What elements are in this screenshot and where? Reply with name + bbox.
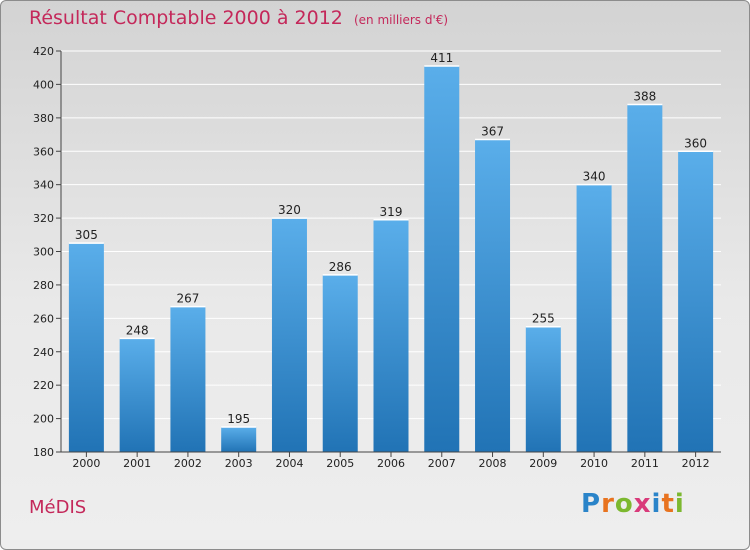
y-tick-label: 300 — [33, 246, 54, 259]
y-tick-label: 400 — [33, 78, 54, 91]
chart-title: Résultat Comptable 2000 à 2012 (en milli… — [29, 7, 448, 29]
x-tick-label: 2012 — [682, 457, 710, 470]
bar-2007 — [424, 66, 460, 452]
bar-2001 — [119, 338, 155, 452]
bar-value-label: 286 — [329, 260, 352, 274]
bar-value-label: 255 — [532, 312, 555, 326]
x-tick-label: 2010 — [580, 457, 608, 470]
bar-2010 — [576, 184, 612, 452]
bar-value-label: 340 — [583, 170, 606, 184]
bar-value-label: 411 — [430, 51, 453, 65]
bar-2009 — [525, 326, 561, 452]
bar-value-label: 320 — [278, 203, 301, 217]
bar-2004 — [271, 218, 307, 452]
y-tick-label: 220 — [33, 379, 54, 392]
x-tick-label: 2007 — [428, 457, 456, 470]
logo-letter: r — [601, 489, 615, 519]
logo-letter: i — [674, 489, 685, 519]
y-tick-label: 260 — [33, 312, 54, 325]
bar-value-label: 267 — [176, 292, 199, 306]
x-tick-label: 2006 — [377, 457, 405, 470]
x-tick-label: 2000 — [72, 457, 100, 470]
x-tick-label: 2001 — [123, 457, 151, 470]
bar-value-label: 367 — [481, 125, 504, 139]
x-tick-label: 2009 — [529, 457, 557, 470]
bar-2000 — [68, 243, 104, 452]
x-tick-label: 2003 — [225, 457, 253, 470]
x-tick-label: 2008 — [479, 457, 507, 470]
chart-unit: (en milliers d'€) — [353, 13, 449, 27]
logo-letter: i — [651, 489, 662, 519]
bar-value-label: 360 — [684, 136, 707, 150]
logo-letter: t — [661, 489, 675, 519]
bar-value-label: 248 — [126, 323, 149, 337]
x-tick-label: 2005 — [326, 457, 354, 470]
x-tick-label: 2011 — [631, 457, 659, 470]
y-tick-label: 360 — [33, 145, 54, 158]
x-tick-label: 2002 — [174, 457, 202, 470]
proxiti-logo: Proxiti — [581, 489, 685, 519]
y-tick-label: 280 — [33, 279, 54, 292]
bar-2008 — [475, 139, 511, 452]
y-tick-label: 340 — [33, 179, 54, 192]
y-tick-label: 420 — [33, 45, 54, 58]
bar-2005 — [322, 274, 358, 452]
y-tick-label: 200 — [33, 413, 54, 426]
logo-letter: o — [614, 489, 634, 519]
bar-2006 — [373, 219, 409, 452]
x-tick-label: 2004 — [275, 457, 303, 470]
bar-value-label: 388 — [633, 89, 656, 103]
bar-value-label: 195 — [227, 412, 250, 426]
y-tick-label: 380 — [33, 112, 54, 125]
chart-title-text: Résultat Comptable 2000 à 2012 — [29, 7, 343, 29]
bar-value-label: 305 — [75, 228, 98, 242]
y-tick-label: 320 — [33, 212, 54, 225]
bar-2002 — [170, 306, 206, 452]
bar-2003 — [221, 426, 257, 452]
logo-letter: x — [633, 489, 652, 519]
y-tick-label: 180 — [33, 446, 54, 459]
commune-name: MéDIS — [29, 497, 87, 518]
bar-2012 — [678, 151, 714, 452]
bar-2011 — [627, 104, 663, 452]
y-tick-label: 240 — [33, 346, 54, 359]
bar-value-label: 319 — [380, 205, 403, 219]
logo-letter: P — [581, 489, 602, 519]
